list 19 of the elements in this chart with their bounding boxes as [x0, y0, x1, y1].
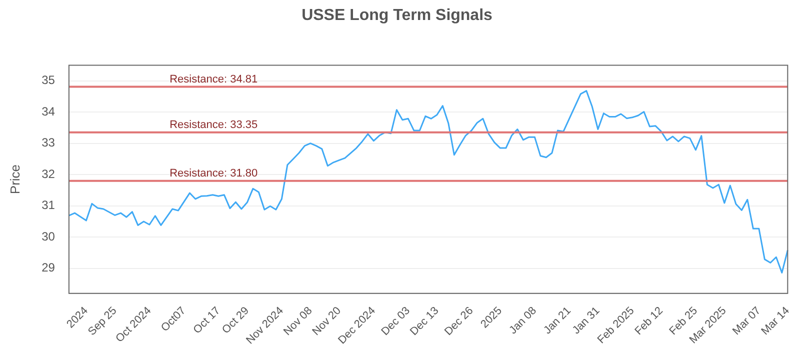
- x-tick-label: Feb 12: [632, 304, 666, 338]
- y-tick-label: 33: [42, 136, 56, 150]
- y-tick-label: 34: [42, 104, 56, 118]
- ref-line-label: Resistance: 31.80: [170, 167, 258, 180]
- y-axis-title: Price: [7, 164, 22, 194]
- ref-line-label: Resistance: 34.81: [170, 73, 258, 86]
- y-tick-label: 35: [42, 73, 56, 88]
- y-tick-label: 32: [42, 166, 56, 181]
- x-tick-label: Dec 26: [442, 304, 476, 338]
- y-tick-label: 31: [42, 198, 56, 212]
- y-tick-label: 30: [42, 229, 56, 244]
- x-tick-label: Oct 17: [191, 304, 223, 336]
- x-tick-label: Dec 13: [408, 304, 442, 338]
- y-tick-label: 29: [42, 260, 56, 275]
- ref-line-label: Resistance: 33.35: [170, 118, 258, 131]
- x-tick-label: Jan 21: [542, 304, 574, 337]
- chart-title: USSE Long Term Signals: [302, 7, 493, 24]
- x-tick-label: Jan 08: [507, 304, 539, 337]
- x-tick-label: Mar 14: [759, 304, 792, 338]
